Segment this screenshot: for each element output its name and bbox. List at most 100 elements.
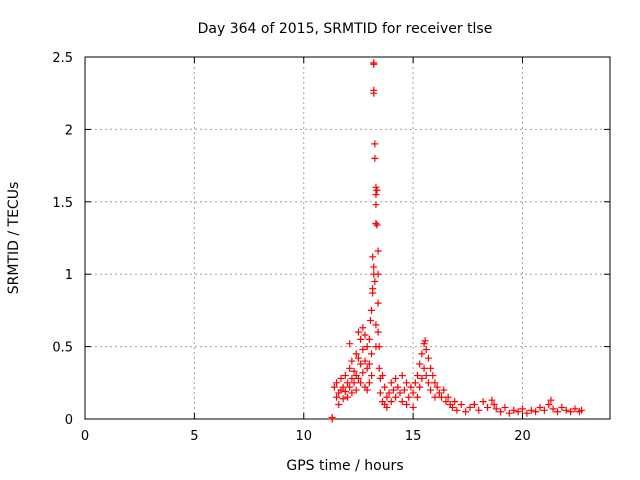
data-point: [492, 405, 500, 413]
data-point: [422, 372, 430, 380]
data-point: [387, 398, 395, 406]
x-tick-label: 20: [514, 429, 531, 444]
data-point: [547, 396, 555, 404]
data-point: [411, 379, 419, 387]
data-point: [527, 406, 535, 414]
data-point: [375, 364, 383, 372]
data-point: [371, 154, 379, 162]
data-point: [387, 379, 395, 387]
gridlines: [85, 57, 610, 419]
data-point: [385, 389, 393, 397]
data-point: [374, 247, 382, 255]
x-axis-title: GPS time / hours: [286, 458, 403, 474]
data-point: [370, 59, 378, 67]
data-point: [333, 379, 341, 387]
data-point: [375, 343, 383, 351]
data-point: [365, 335, 373, 343]
data-point: [381, 383, 389, 391]
data-point: [368, 372, 376, 380]
chart-title: Day 364 of 2015, SRMTID for receiver tls…: [198, 21, 493, 37]
data-point: [348, 389, 356, 397]
data-point: [328, 414, 336, 422]
data-point: [398, 372, 406, 380]
x-tick-label: 5: [190, 429, 198, 444]
data-point: [374, 270, 382, 278]
data-point: [373, 221, 381, 229]
data-point: [416, 360, 424, 368]
data-point: [359, 345, 367, 353]
data-point: [369, 253, 377, 261]
data-point: [373, 186, 381, 194]
data-point: [366, 317, 374, 325]
data-point: [405, 393, 413, 401]
data-point: [475, 406, 483, 414]
data-point: [505, 409, 513, 417]
x-tick-label: 15: [405, 429, 422, 444]
data-point: [350, 367, 358, 375]
data-point: [396, 389, 404, 397]
data-point: [339, 395, 347, 403]
data-point: [374, 299, 382, 307]
data-point: [444, 393, 452, 401]
data-point: [372, 321, 380, 329]
data-point: [359, 324, 367, 332]
data-point: [532, 408, 540, 416]
data-point: [398, 398, 406, 406]
data-point: [435, 389, 443, 397]
data-point: [479, 398, 487, 406]
y-tick-label: 2: [65, 123, 73, 138]
data-point: [420, 364, 428, 372]
data-point: [350, 379, 358, 387]
data-point: [567, 408, 575, 416]
data-point: [403, 401, 411, 409]
data-point: [348, 374, 356, 382]
data-point: [438, 393, 446, 401]
data-point: [416, 383, 424, 391]
data-point: [414, 393, 421, 401]
data-point: [427, 386, 435, 394]
data-point: [341, 387, 349, 395]
data-point: [344, 379, 351, 387]
data-point: [414, 372, 421, 380]
data-point: [363, 364, 371, 372]
data-point: [484, 403, 491, 411]
data-point: [363, 343, 371, 351]
data-point: [424, 354, 432, 362]
data-point: [427, 364, 435, 372]
data-point: [431, 379, 439, 387]
data-point: [357, 379, 365, 387]
data-point: [361, 331, 369, 339]
data-point: [440, 386, 448, 394]
data-point: [374, 328, 382, 336]
data-point: [549, 405, 557, 413]
y-tick-label: 0.5: [52, 341, 73, 356]
data-point: [558, 403, 566, 411]
data-point: [510, 406, 518, 414]
data-point: [389, 386, 397, 394]
data-point: [418, 350, 426, 358]
data-point: [372, 220, 380, 228]
data-point: [361, 357, 369, 365]
data-point: [394, 383, 402, 391]
data-point: [457, 401, 465, 409]
data-point: [368, 350, 376, 358]
data-point: [409, 403, 417, 411]
data-point: [352, 350, 360, 358]
data-point: [372, 201, 380, 209]
data-point: [433, 383, 441, 391]
data-point: [571, 405, 579, 413]
data-point: [354, 354, 362, 362]
data-point: [466, 403, 474, 411]
data-point: [337, 374, 345, 382]
data-point: [519, 405, 526, 413]
data-point: [554, 408, 561, 416]
y-axis-title: SRMTID / TECUs: [6, 182, 22, 295]
data-point: [490, 401, 498, 409]
data-point: [409, 389, 417, 397]
data-point: [451, 398, 459, 406]
data-point: [346, 364, 354, 372]
data-point: [383, 393, 391, 401]
data-point: [335, 401, 343, 409]
data-point: [357, 335, 365, 343]
